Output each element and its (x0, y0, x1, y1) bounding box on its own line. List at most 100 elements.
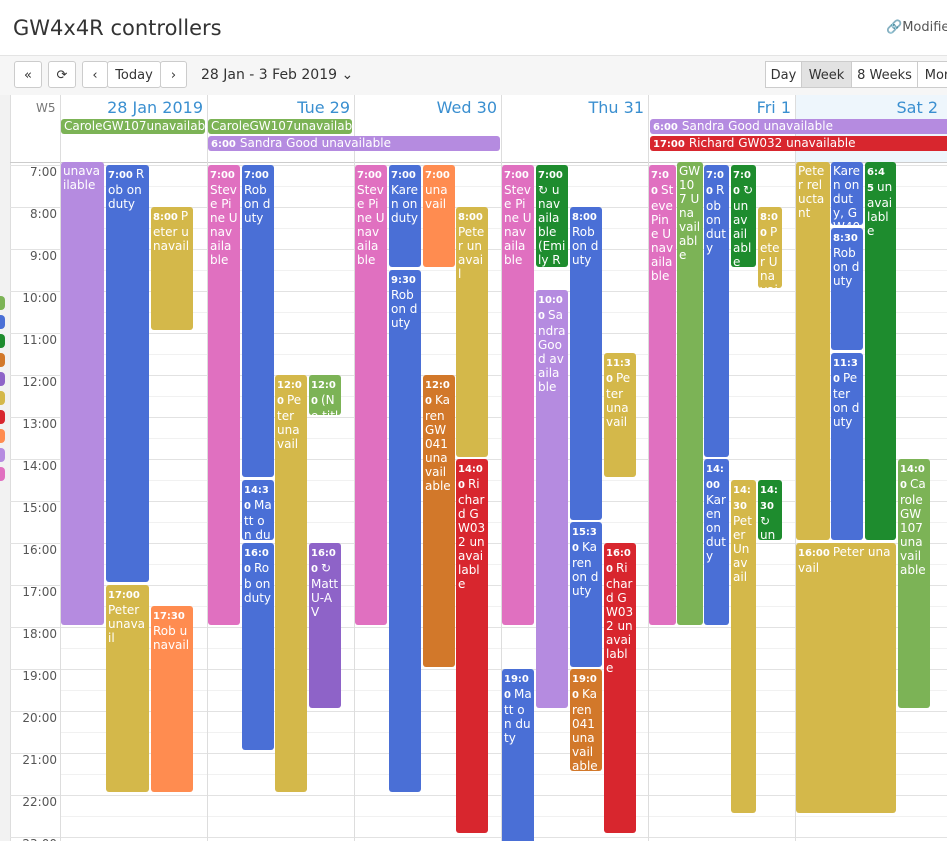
event-time: 14:00 (458, 464, 483, 491)
calendar-color-dot (0, 334, 5, 348)
event[interactable]: 7:00 ↻ unavailable (Emily R (536, 165, 568, 267)
event[interactable]: 12:00(No title) (309, 375, 341, 415)
event[interactable]: 11:30 Peter on duty (831, 353, 863, 540)
event-time: 17:30 (153, 611, 185, 622)
event[interactable]: 7:00 Karen on duty (389, 165, 421, 267)
event-time: 9:30 (391, 275, 416, 286)
event[interactable]: 17:30 Rob unavail (151, 606, 193, 792)
event-time: 14:00 (900, 464, 925, 491)
day-header[interactable]: Thu 31 (588, 98, 645, 117)
all-day-event[interactable]: 6:00 Sandra Good unavailable (650, 119, 947, 134)
event-title: Sandra Good unavailable (239, 136, 391, 150)
day-header[interactable]: 28 Jan 2019 (107, 98, 203, 117)
column-line (60, 95, 61, 841)
event[interactable]: 8:00 Rob on duty (570, 207, 602, 520)
event[interactable]: 14:00 Richard GW032 unavailable (456, 459, 488, 833)
event-title: Matt U-AV (311, 577, 339, 619)
recurring-icon: ↻ (320, 561, 332, 575)
event[interactable]: Peter reluctant (796, 162, 830, 540)
event[interactable]: 19:00Karen 041 unavailable (V (570, 669, 602, 771)
view-button[interactable]: 8 Weeks (851, 61, 918, 88)
event[interactable]: 19:00 Matt on duty (502, 669, 534, 841)
event-time: 7:00 (108, 170, 133, 181)
view-button[interactable]: Week (801, 61, 852, 88)
event[interactable]: 7:00Steve Pine Unavailable (208, 165, 240, 625)
event-title: Peter reluctant (798, 164, 825, 220)
event[interactable]: 16:00 Peter unavail (796, 543, 896, 813)
modified-link[interactable]: 🔗Modifie (886, 20, 947, 35)
event-time: 16:00 (606, 548, 631, 575)
column-line (354, 95, 355, 841)
event[interactable]: 14:00 Karen on duty (704, 459, 729, 625)
event-time: 14:00 (706, 464, 724, 491)
event[interactable]: 14:30 Peter Unavail (731, 480, 756, 813)
event[interactable]: 7:00 unavail (423, 165, 455, 267)
event-title: Rob on duty (706, 183, 726, 255)
refresh-button[interactable]: ⟳ (48, 61, 76, 88)
calendar-color-dot (0, 372, 5, 386)
event[interactable]: 6:45 unavailable (865, 162, 896, 540)
hour-label: 19:00 (22, 669, 57, 683)
event[interactable]: 7:00Rob on duty (242, 165, 274, 477)
event[interactable]: 7:00Steve Pine Unavailable (502, 165, 534, 625)
event-time: 14:30 (733, 485, 751, 512)
event-time: 19:00 (504, 674, 529, 701)
event[interactable]: 11:30 Peter unavail (604, 353, 636, 477)
event-time: 7:00 (504, 170, 529, 181)
event[interactable]: 17:00 Peter unavail (106, 585, 149, 792)
day-header[interactable]: Wed 30 (436, 98, 497, 117)
hour-label: 22:00 (22, 795, 57, 809)
event[interactable]: 16:00 Rob on duty (242, 543, 274, 750)
event-time: 6:00 (653, 122, 678, 133)
event-title: unavail (425, 183, 448, 211)
event[interactable]: Karen on duty, GW400 (831, 162, 863, 225)
event-time: 14:30 (244, 485, 269, 512)
event-time: 6:45 (867, 167, 885, 194)
event[interactable]: 15:30 Karen on duty (570, 522, 602, 667)
event-title: Rob on duty (391, 288, 418, 330)
event[interactable]: 7:00↻ unavailable (E (731, 165, 756, 267)
event-title: Peter unavail (606, 371, 631, 429)
event[interactable]: 8:30 Rob on duty (831, 228, 863, 350)
date-range[interactable]: 28 Jan - 3 Feb 2019 ⌄ (201, 67, 354, 83)
event[interactable]: 8:00Peter unavail (456, 207, 488, 457)
prev-fast-button[interactable]: « (14, 61, 42, 88)
event[interactable]: 16:00 Richard GW032 unavailable (604, 543, 636, 833)
event[interactable]: 7:00Steve Pine Unavailable (355, 165, 387, 625)
event[interactable]: unavailable (61, 162, 104, 625)
event[interactable]: 12:00 Karen GW041 unavailable (423, 375, 455, 667)
today-button[interactable]: Today (107, 61, 161, 88)
event[interactable]: 16:00 ↻ Matt U-AV (309, 543, 341, 708)
day-header[interactable]: Fri 1 (756, 98, 791, 117)
event-title: unavailable (63, 164, 101, 192)
view-button[interactable]: Day (765, 61, 802, 88)
day-header[interactable]: Sat 2 (896, 98, 939, 117)
event[interactable]: 14:00 Carole GW107 unavailable (898, 459, 930, 708)
column-line (648, 95, 649, 841)
all-day-event[interactable]: CaroleGW107unavailable (61, 119, 205, 134)
hour-label: 10:00 (22, 291, 57, 305)
view-button[interactable]: Mor (917, 61, 947, 88)
next-button[interactable]: › (160, 61, 187, 88)
event[interactable]: 9:30 Rob on duty (389, 270, 421, 792)
event[interactable]: 12:00 Peter unavail (275, 375, 307, 792)
event[interactable]: 14:30 ↻ unavail (758, 480, 782, 540)
event-title: GW107 Unavailable (679, 164, 701, 262)
all-day-event[interactable]: CaroleGW107unavailable (208, 119, 352, 134)
event-time: 8:30 (833, 233, 858, 244)
day-header[interactable]: Tue 29 (297, 98, 350, 117)
event-title: Peter unavail (458, 225, 485, 281)
event-time: 12:00 (277, 380, 302, 407)
event[interactable]: 8:00Peter Unavail (758, 207, 782, 288)
prev-button[interactable]: ‹ (82, 61, 108, 88)
event[interactable]: GW107 Unavailable (677, 162, 703, 625)
event-title: unavailable (Emily R (538, 183, 566, 267)
all-day-event[interactable]: 6:00 Sandra Good unavailable (208, 136, 500, 151)
event[interactable]: 10:00 Sandra Good available (536, 290, 568, 708)
all-day-event[interactable]: 17:00 Richard GW032 unavailable (650, 136, 947, 151)
